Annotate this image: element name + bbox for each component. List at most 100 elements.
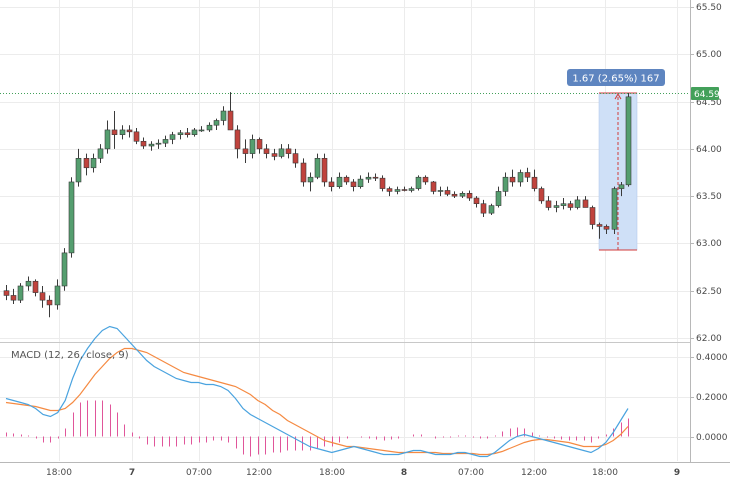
time-tick-label: 9 [674, 468, 680, 478]
time-tick-label: 8 [401, 468, 407, 478]
candle-up [394, 189, 401, 192]
time-axis[interactable]: 18:00 7 07:00 12:00 18:00 8 07:00 12:00 18:00 9 [46, 468, 680, 478]
candle-up [249, 139, 256, 154]
price-tick-label: 62.00 [696, 334, 722, 344]
candle-down [589, 207, 596, 225]
candle-up [162, 139, 169, 144]
macd-histogram [6, 400, 629, 457]
candle-up [97, 148, 104, 159]
candle-down [509, 176, 516, 183]
candle-up [488, 205, 495, 214]
measure-label-bg [567, 69, 665, 86]
candle-up [408, 188, 415, 191]
candle-down [379, 177, 386, 189]
candle-down [39, 292, 46, 301]
candle-up [177, 132, 184, 135]
candle-up [560, 203, 567, 206]
candle-up [517, 172, 524, 183]
time-tick-label: 12:00 [246, 468, 272, 478]
candle-up [68, 181, 75, 254]
macd-title[interactable]: MACD (12, 26, close, 9) [11, 350, 129, 361]
candle-up [415, 176, 422, 189]
macd-tick-label: 0.0000 [696, 433, 728, 443]
candle-down [111, 129, 118, 135]
candle-down [596, 224, 603, 227]
candle-down [256, 139, 263, 150]
candle-up [213, 120, 220, 126]
measure-arrow-icon [614, 93, 622, 100]
candle-up [336, 176, 343, 187]
candle-up [25, 280, 32, 287]
candle-up [155, 142, 162, 145]
candle-down [466, 193, 473, 199]
candle-down [242, 148, 249, 154]
candle-down [567, 203, 574, 208]
candle-down [328, 181, 335, 187]
candle-up [314, 158, 321, 178]
candle-down [524, 172, 531, 178]
candle-down [531, 176, 538, 189]
candle-down [300, 162, 307, 183]
macd-tick-label: 0.2000 [696, 393, 728, 403]
time-tick-label: 07:00 [458, 468, 484, 478]
candle-up [119, 129, 126, 135]
candle-down [350, 181, 357, 187]
macd-line [5, 325, 629, 458]
candle-down [444, 190, 451, 195]
candle-up [75, 158, 82, 183]
candle-down [451, 193, 458, 197]
candle-down [140, 140, 147, 147]
candle-down [430, 181, 437, 192]
time-tick-label: 18:00 [46, 468, 72, 478]
candle-down [126, 129, 133, 133]
candle-up [502, 176, 509, 192]
candle-up [437, 190, 444, 192]
price-tick-label: 64.00 [696, 145, 722, 155]
candle-down [582, 199, 589, 208]
macd-signal-line [5, 347, 629, 456]
time-tick-label: 18:00 [319, 468, 345, 478]
candle-up [365, 176, 372, 180]
macd-pane[interactable]: MACD (12, 26, close, 9) [5, 325, 629, 458]
candle-down [10, 295, 17, 301]
candle-up [54, 285, 61, 306]
grid-lines [0, 0, 690, 461]
last-price-badge-bg [691, 87, 719, 100]
candle-up [618, 184, 625, 189]
candle-up [459, 193, 466, 197]
price-tick-label: 63.00 [696, 239, 722, 249]
candle-down [83, 158, 90, 169]
candle-up [625, 96, 632, 186]
candle-up [357, 178, 364, 187]
candle-up [148, 143, 155, 147]
candle-up [169, 134, 176, 140]
candle-down [46, 299, 53, 306]
candle-down [545, 200, 552, 208]
candle-down [480, 203, 487, 214]
price-tick-label: 65.50 [696, 3, 722, 13]
candle-up [198, 129, 205, 132]
candle-down [263, 148, 270, 154]
last-price-value: 64.59 [694, 90, 720, 100]
candle-up [61, 252, 68, 287]
candle-down [133, 131, 140, 142]
measure-label: 1.67 (2.65%) 167 [567, 69, 665, 86]
candle-down [227, 110, 234, 131]
candle-down [321, 158, 328, 183]
candle-up [611, 188, 618, 230]
time-tick-label: 07:00 [186, 468, 212, 478]
candle-up [220, 110, 227, 121]
measure-label-text: 1.67 (2.65%) 167 [572, 74, 659, 85]
price-tick-label: 64.50 [696, 98, 722, 108]
time-tick-label: 12:00 [521, 468, 547, 478]
candle-up [206, 124, 213, 131]
candle-up [278, 148, 285, 157]
macd-scale[interactable]: 0.4000 0.2000 0.0000 [690, 353, 728, 443]
price-tick-label: 63.50 [696, 192, 722, 202]
candle-up [574, 199, 581, 208]
price-scale[interactable]: 65.50 65.00 64.50 64.00 63.50 63.00 62.50 62.00 [690, 3, 722, 344]
candle-up [17, 285, 24, 301]
candle-down [184, 132, 191, 135]
